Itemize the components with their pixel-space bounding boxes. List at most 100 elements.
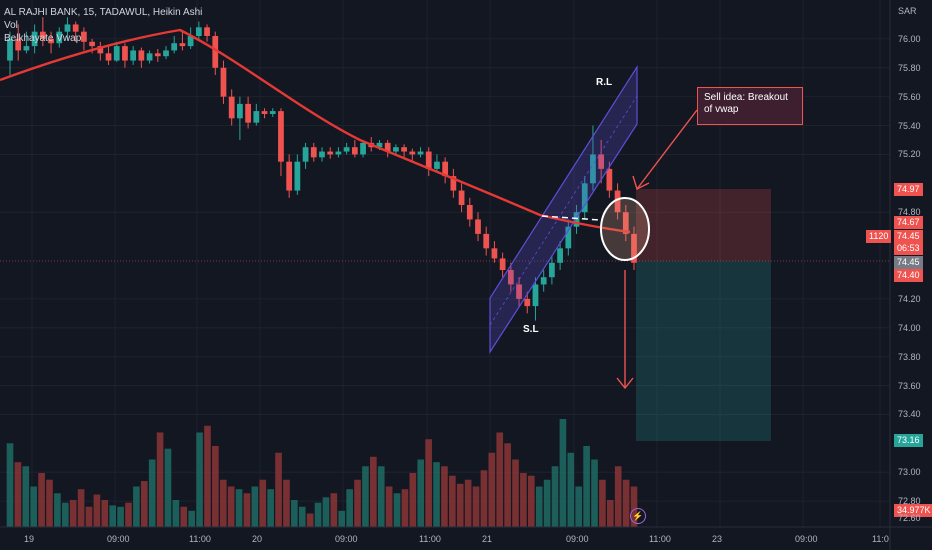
volume-bar <box>93 494 101 527</box>
candle-body <box>302 147 309 162</box>
volume-bar <box>354 479 361 527</box>
candle-body <box>606 168 613 191</box>
candle-body <box>614 190 621 213</box>
volume-bar <box>433 462 440 527</box>
time-label: 11:0 <box>872 534 889 544</box>
volume-bar <box>488 452 496 527</box>
time-label: 19 <box>24 534 35 544</box>
price-tag-stop: 74.40 <box>894 269 923 282</box>
vwap-indicator-label[interactable]: Belkhayate Vwap <box>4 33 82 44</box>
candle-body <box>195 27 202 36</box>
volume-bar <box>148 459 156 527</box>
symbol-title[interactable]: AL RAJHI BANK, 15, TADAWUL, Heikin Ashi <box>4 7 203 18</box>
candle-body <box>360 142 366 155</box>
candle-body <box>483 233 490 249</box>
lightning-icon[interactable]: ⚡ <box>630 508 646 524</box>
price-label: 76.00 <box>898 33 921 44</box>
price-label: 73.60 <box>898 380 921 391</box>
volume-bar <box>449 475 456 527</box>
price-label: 74.80 <box>898 207 921 218</box>
highlight-circle <box>600 197 650 261</box>
volume-bar <box>567 452 575 527</box>
candle-body <box>401 147 407 152</box>
volume-bar <box>385 486 393 527</box>
volume-bar <box>54 493 61 527</box>
chart-legend[interactable]: AL RAJHI BANK, 15, TADAWUL, Heikin Ashi … <box>4 6 202 45</box>
volume-bar <box>606 500 614 527</box>
currency-label: SAR <box>898 6 917 16</box>
left-volume-tag: 1120 <box>866 230 892 243</box>
candle-body <box>524 298 531 307</box>
callout-arrow <box>636 109 698 190</box>
price-label: 73.00 <box>898 467 921 478</box>
price-label: 75.40 <box>898 120 921 131</box>
price-label: 73.40 <box>898 409 921 420</box>
price-tag-lower: 73.16 <box>894 434 923 447</box>
volume-bar <box>614 466 622 527</box>
price-label: 75.20 <box>898 149 921 160</box>
volume-bar <box>46 479 53 527</box>
candle-body <box>442 161 449 177</box>
volume-bar <box>543 479 551 527</box>
sell-idea-callout[interactable]: Sell idea: Breakout of vwap <box>697 87 803 125</box>
volume-bar <box>125 502 132 527</box>
volume-bar <box>496 432 504 527</box>
take-profit-zone <box>636 261 771 441</box>
time-label: 21 <box>482 534 493 544</box>
candle-body <box>549 262 555 278</box>
candle-body <box>343 147 350 152</box>
volume-bar <box>630 486 638 527</box>
candle-body <box>171 43 178 51</box>
candle-body <box>376 142 383 148</box>
candle-body <box>228 96 235 119</box>
volume-bar <box>283 479 290 527</box>
time-label: 09:00 <box>566 534 589 544</box>
candle-body <box>384 142 391 152</box>
price-label: 75.60 <box>898 91 921 102</box>
volume-bar <box>520 473 527 527</box>
candle-body <box>64 24 71 32</box>
candle-body <box>163 50 169 57</box>
volume-bar <box>61 502 69 527</box>
volume-bar <box>346 489 353 527</box>
candle-body <box>212 36 219 68</box>
volume-bar <box>527 475 535 527</box>
candle-body <box>204 27 210 36</box>
candle-body <box>351 147 358 155</box>
ascending-channel <box>489 64 638 355</box>
candle-body <box>319 151 325 158</box>
candle-body <box>286 161 293 191</box>
candle-body <box>154 53 161 57</box>
candle-body <box>532 284 539 307</box>
candle-body <box>409 151 416 155</box>
price-tag-current: 74.45 <box>894 230 923 243</box>
volume-bar <box>204 425 211 527</box>
candle-body <box>269 111 276 114</box>
target-arrowhead <box>616 377 634 390</box>
price-tag-mid: 74.67 <box>894 216 923 229</box>
candle-body <box>245 103 251 123</box>
volume-bar <box>22 466 30 527</box>
volume-bar <box>599 479 606 527</box>
volume-bar <box>259 479 267 527</box>
candle-body <box>261 111 268 114</box>
volume-bar <box>425 439 432 527</box>
candle-body <box>89 41 95 47</box>
candle-body <box>130 50 137 61</box>
candle-body <box>253 111 260 123</box>
volume-bar <box>140 481 148 527</box>
volume-bar <box>251 486 259 527</box>
price-label: 72.80 <box>898 496 921 507</box>
candle-body <box>15 38 22 51</box>
volume-bar <box>267 489 274 527</box>
resistance-label: R.L <box>596 77 613 88</box>
vwap-line <box>0 28 631 234</box>
price-label: 74.20 <box>898 293 921 304</box>
candle-body <box>499 258 506 270</box>
candle-body <box>278 111 284 162</box>
volume-bar <box>464 479 472 527</box>
candle-body <box>146 53 153 61</box>
volume-bar <box>14 462 22 527</box>
volume-indicator-label[interactable]: Vol <box>4 20 18 31</box>
